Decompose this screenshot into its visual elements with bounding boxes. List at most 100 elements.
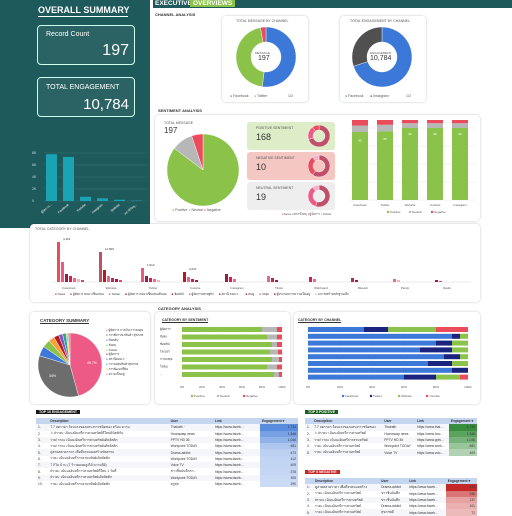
bar-neutral — [377, 125, 393, 131]
positive-label: POSITIVE SENTIMENT — [256, 126, 293, 130]
legend-item: ■ ผู้จัดการ คนมาเซ็นเสนอ — [70, 292, 104, 296]
row-label: การลงทุน — [160, 357, 172, 362]
description-cell: 7.7 ลดราคา ร้อนแรงของแทรงการชนิดของ — [312, 424, 382, 430]
bar-positive — [452, 128, 468, 200]
pie-legend-negative: Negative — [207, 208, 221, 212]
value-label: 3,641 — [189, 267, 197, 271]
engagement-cell: 290 — [260, 481, 298, 487]
user-cell: สุขภาพดี — [379, 509, 407, 515]
bar — [267, 276, 270, 282]
donut1-legend-label: Facebook — [233, 94, 248, 98]
bar-segment — [420, 347, 452, 352]
table-row: 10.ราคะ เน้นนงอินทรีการสวนทรัพย์เด้หลัตต… — [36, 481, 298, 487]
positive-value: 168 — [256, 132, 271, 142]
channel-section-title: CHANNEL ANALYSIS — [155, 12, 195, 17]
bar — [397, 280, 400, 282]
bar-segment — [267, 365, 277, 370]
bar-segment — [277, 365, 282, 370]
bar — [69, 276, 72, 282]
bar — [309, 277, 312, 282]
bar-segment — [182, 372, 274, 377]
category-summary-legend: ● ผู้จัดการ การเงิน การลงทุน● การพิจารณา… — [106, 328, 148, 377]
bar — [157, 280, 160, 282]
bar — [103, 270, 106, 282]
x-label: Twitter — [381, 203, 390, 207]
donut2-legend-label: Instagram — [373, 94, 389, 98]
legend-item: ■ รถฮุย — [259, 292, 269, 296]
legend-label: Youtube — [429, 394, 440, 398]
bar-segment — [182, 357, 272, 362]
legend-dot — [191, 395, 193, 397]
bar-segment — [182, 327, 262, 332]
legend-label: ผู้จัดการ — [109, 352, 120, 356]
bar-segment — [452, 347, 468, 352]
bar-segment — [452, 341, 468, 346]
legend-dot — [342, 395, 344, 397]
bar — [149, 278, 152, 282]
group-label: Website — [106, 286, 117, 290]
bar-segment — [436, 327, 468, 332]
tick-label: 8K — [32, 151, 37, 155]
tick-label: 60% — [239, 385, 245, 389]
legend-label: Facebook — [345, 394, 359, 398]
bar — [65, 274, 68, 282]
data-label: 90 — [433, 132, 437, 136]
group-label: Tiktok — [275, 286, 283, 290]
bar-segment — [262, 327, 277, 332]
sentiment-stacked-chart: 85Facebook86Twitter90Website90Youtube90I… — [340, 120, 478, 216]
pie-label: 34% — [49, 374, 56, 378]
bar-segment — [272, 357, 279, 362]
bar-segment — [460, 354, 468, 359]
link-cell[interactable]: https://www.faceb... — [213, 481, 260, 487]
sentiment-pie-chart — [165, 132, 241, 208]
legend-label: ผู้ประกอบการความเป็นอยู่ — [277, 292, 310, 296]
legend-label: Twitter — [111, 292, 120, 296]
x-label: Youtube — [430, 203, 441, 207]
legend-item: ■ ผู้จัดการ คนมาเซ็นเสนอยืนนอ — [125, 292, 166, 296]
bar-segment — [364, 327, 388, 332]
bar-segment — [308, 334, 452, 339]
x-label: Instagram — [453, 203, 467, 207]
tick-label: 0% — [180, 385, 185, 389]
category-channel-legend: ■ News■ ผู้จัดการ คนมาเซ็นเสนอ■ Twitter■… — [55, 292, 475, 297]
legend-label: ข้อคลิป — [109, 338, 119, 342]
bar-negative — [427, 120, 443, 123]
bar-positive — [402, 128, 418, 200]
bar-segment — [277, 335, 282, 340]
bar-positive — [377, 131, 393, 200]
bar — [115, 279, 118, 282]
row-label: ไลเปอร์ — [160, 350, 170, 354]
bar-segment — [272, 342, 277, 347]
legend-label: สังคม — [109, 343, 116, 347]
legend-label: News — [58, 292, 66, 296]
link-cell[interactable]: https://www.faceb... — [407, 509, 446, 515]
bar-neutral — [402, 123, 418, 128]
neutral-label: NEUTRAL SENTIMENT — [256, 186, 293, 190]
legend-item: ■ คนดู — [246, 292, 255, 296]
donut1-pager[interactable]: 1/2 — [288, 94, 293, 98]
bar-segment — [308, 327, 364, 332]
bar-label: Facebook — [57, 202, 70, 214]
link-cell[interactable]: https://www.voic... — [415, 449, 449, 455]
donut2-pager[interactable]: 1/2 — [406, 94, 411, 98]
bar — [393, 279, 396, 282]
row-label: โซตุน — [160, 365, 168, 370]
x-label: Facebook — [353, 203, 367, 207]
bar-segment — [270, 350, 278, 355]
bar — [225, 274, 228, 282]
bar-segment — [279, 372, 282, 377]
bar — [153, 279, 156, 282]
legend-dot — [243, 395, 245, 397]
bar — [351, 278, 354, 282]
legend-item: ■ Twitter — [109, 292, 121, 296]
bar-segment — [278, 350, 282, 355]
legend-label: Positive — [194, 394, 205, 398]
sidebar-title-underline — [38, 16, 128, 17]
row-label: สังคม — [160, 335, 167, 339]
record-count-value: 197 — [102, 42, 129, 60]
bar-negative — [352, 120, 368, 126]
bar-segment — [277, 327, 282, 332]
mini-legend-item: Twitter — [323, 212, 332, 216]
value-label: 4,116 — [63, 237, 71, 241]
